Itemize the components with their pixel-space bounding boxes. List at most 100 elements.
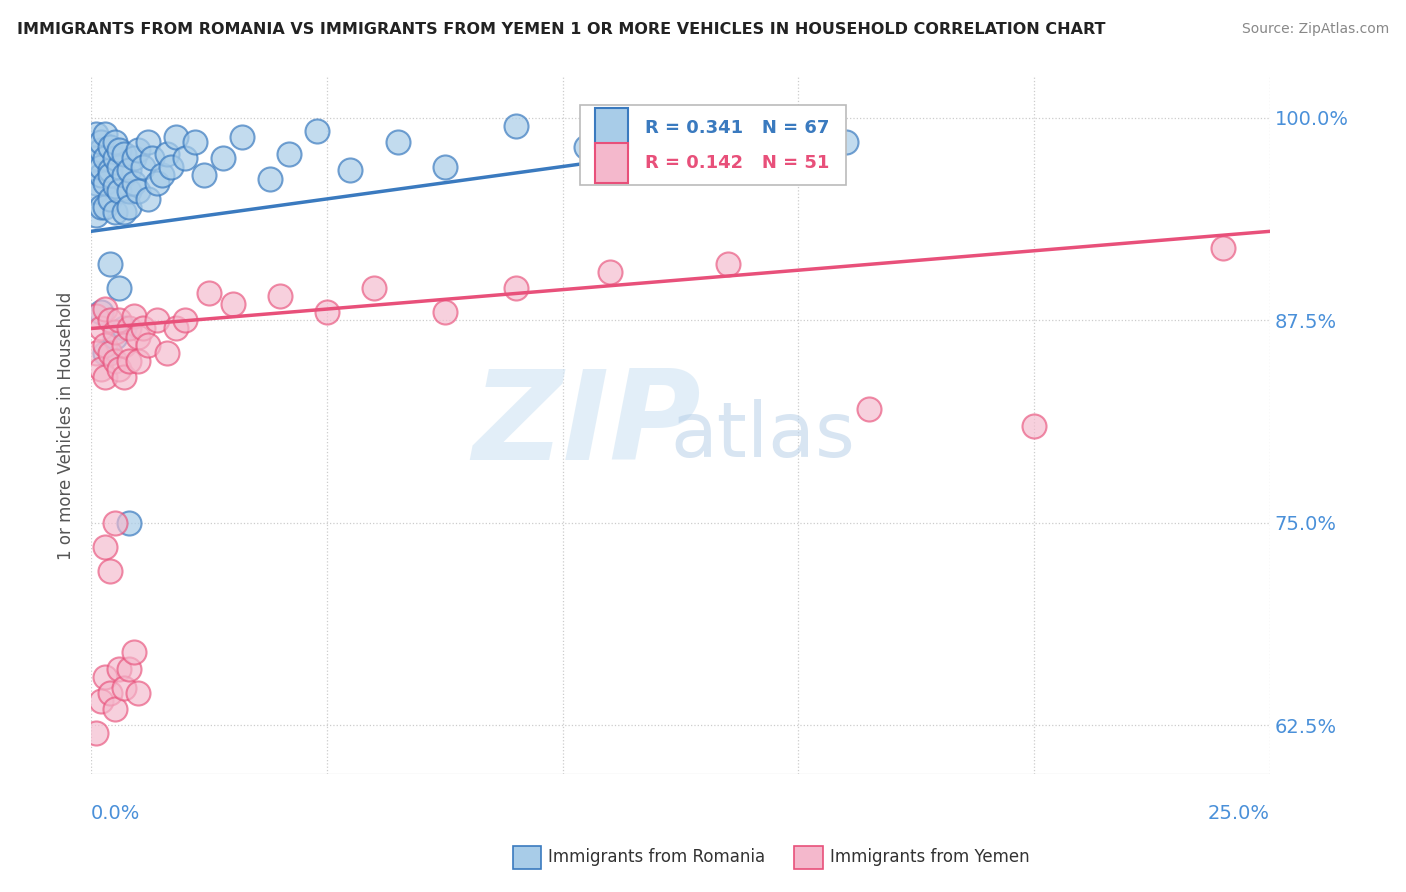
- Point: [112, 146, 135, 161]
- Point: [98, 686, 121, 700]
- Point: [108, 281, 131, 295]
- Point: [122, 645, 145, 659]
- Point: [108, 184, 131, 198]
- Point: [104, 354, 127, 368]
- Point: [165, 321, 187, 335]
- Point: [98, 140, 121, 154]
- Bar: [595, 108, 627, 148]
- Point: [94, 176, 117, 190]
- Point: [127, 686, 149, 700]
- Point: [1212, 240, 1234, 254]
- Point: [174, 313, 197, 327]
- Bar: [794, 846, 823, 869]
- Point: [104, 178, 127, 193]
- Point: [221, 297, 243, 311]
- Point: [112, 205, 135, 219]
- Point: [155, 146, 177, 161]
- Point: [122, 309, 145, 323]
- Point: [104, 325, 127, 339]
- Point: [94, 301, 117, 316]
- Point: [118, 321, 141, 335]
- Point: [84, 184, 107, 198]
- Point: [90, 144, 112, 158]
- Point: [363, 281, 385, 295]
- Point: [90, 362, 112, 376]
- Point: [575, 140, 598, 154]
- Text: R = 0.142   N = 51: R = 0.142 N = 51: [645, 154, 830, 172]
- Text: Immigrants from Romania: Immigrants from Romania: [548, 848, 765, 866]
- Point: [84, 726, 107, 740]
- Point: [104, 516, 127, 530]
- Point: [98, 192, 121, 206]
- Point: [136, 337, 159, 351]
- Point: [104, 702, 127, 716]
- Point: [84, 346, 107, 360]
- Point: [90, 694, 112, 708]
- Point: [136, 192, 159, 206]
- Point: [136, 135, 159, 149]
- Point: [112, 168, 135, 182]
- Text: 0.0%: 0.0%: [91, 805, 141, 823]
- FancyBboxPatch shape: [581, 105, 845, 186]
- Point: [94, 127, 117, 141]
- Point: [84, 309, 107, 323]
- Point: [94, 670, 117, 684]
- Point: [90, 321, 112, 335]
- Point: [90, 135, 112, 149]
- Point: [94, 370, 117, 384]
- Point: [198, 285, 221, 300]
- Point: [132, 160, 155, 174]
- Point: [84, 208, 107, 222]
- Point: [645, 146, 668, 161]
- Text: IMMIGRANTS FROM ROMANIA VS IMMIGRANTS FROM YEMEN 1 OR MORE VEHICLES IN HOUSEHOLD: IMMIGRANTS FROM ROMANIA VS IMMIGRANTS FR…: [17, 22, 1105, 37]
- Point: [118, 162, 141, 177]
- Point: [231, 130, 253, 145]
- Point: [146, 313, 169, 327]
- Bar: [513, 846, 541, 869]
- Point: [108, 160, 131, 174]
- Point: [118, 354, 141, 368]
- Point: [127, 354, 149, 368]
- Point: [98, 162, 121, 177]
- Point: [165, 130, 187, 145]
- Point: [84, 127, 107, 141]
- Point: [1024, 418, 1046, 433]
- Point: [98, 346, 121, 360]
- Point: [212, 152, 235, 166]
- Point: [84, 152, 107, 166]
- Point: [94, 540, 117, 554]
- Point: [104, 329, 127, 343]
- Point: [104, 135, 127, 149]
- Point: [98, 313, 121, 327]
- Point: [108, 362, 131, 376]
- Point: [84, 176, 107, 190]
- Y-axis label: 1 or more Vehicles in Household: 1 or more Vehicles in Household: [58, 292, 75, 560]
- Point: [278, 146, 301, 161]
- Point: [155, 346, 177, 360]
- Point: [193, 168, 215, 182]
- Point: [387, 135, 409, 149]
- Point: [307, 124, 329, 138]
- Text: Source: ZipAtlas.com: Source: ZipAtlas.com: [1241, 22, 1389, 37]
- Point: [108, 144, 131, 158]
- Point: [505, 281, 527, 295]
- Point: [118, 662, 141, 676]
- Point: [98, 257, 121, 271]
- Point: [269, 289, 291, 303]
- Point: [174, 152, 197, 166]
- Point: [90, 168, 112, 182]
- Point: [112, 681, 135, 695]
- Point: [104, 152, 127, 166]
- Point: [127, 329, 149, 343]
- Point: [112, 370, 135, 384]
- Point: [150, 168, 173, 182]
- Text: Immigrants from Yemen: Immigrants from Yemen: [830, 848, 1029, 866]
- Point: [98, 565, 121, 579]
- Bar: [595, 143, 627, 183]
- Point: [122, 176, 145, 190]
- Text: R = 0.341   N = 67: R = 0.341 N = 67: [645, 119, 830, 136]
- Point: [599, 265, 621, 279]
- Point: [98, 168, 121, 182]
- Point: [834, 135, 856, 149]
- Point: [122, 152, 145, 166]
